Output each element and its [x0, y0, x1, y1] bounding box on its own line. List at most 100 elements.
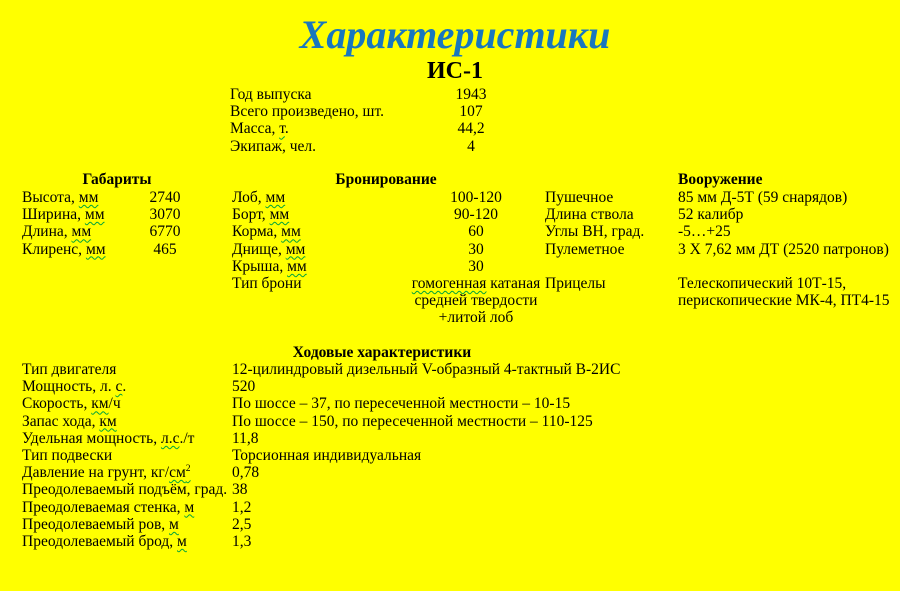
- spec-label: Высота, мм: [22, 189, 99, 206]
- spec-label: Клиренс, мм: [22, 240, 106, 258]
- spec-value: 30: [468, 257, 484, 275]
- spec-label: Корма, мм: [232, 223, 301, 241]
- page-subtitle: ИС-1: [427, 58, 483, 84]
- spec-row: Днище, мм 30: [232, 241, 590, 258]
- spec-value: 1,3: [232, 533, 252, 551]
- spec-value-line: +литой лоб: [438, 309, 514, 327]
- spec-row: Длина, мм 6770: [22, 223, 212, 240]
- squiggle-flagged-word: км: [91, 395, 109, 413]
- spec-value: 107: [459, 103, 483, 121]
- spec-label: Борт, мм: [232, 206, 290, 224]
- spec-label: Запас хода, км: [22, 412, 117, 430]
- spec-label: Тип двигателя: [22, 361, 117, 378]
- spec-value: гомогенная катаная средней твердости +лито…: [362, 275, 590, 327]
- spec-row: Высота, мм 2740: [22, 189, 212, 206]
- spec-value: 6770: [149, 223, 181, 241]
- squiggle-flagged-word: л.с: [160, 429, 180, 447]
- spec-value: перископические МК-4, ПТ4-15: [678, 292, 890, 310]
- dimensions-section: Высота, мм 2740 Ширина, мм 3070 Длина, мм 677…: [22, 189, 212, 258]
- spec-row: Длина ствола 52 калибр: [545, 206, 890, 223]
- spec-label: Скорость, км/ч: [22, 395, 121, 413]
- squiggle-flagged-word: мм: [71, 223, 92, 241]
- spec-value: 52 калибр: [678, 206, 744, 224]
- spec-label: Днище, мм: [232, 240, 306, 258]
- spec-label: Экипаж, чел.: [230, 137, 316, 155]
- squiggle-flagged-word: гомогенная: [411, 275, 487, 293]
- spec-label: Лоб, мм: [232, 189, 286, 206]
- spec-row: [545, 258, 890, 275]
- spec-value: 3070: [149, 206, 181, 224]
- spec-row: Лоб, мм 100-120: [232, 189, 590, 206]
- squiggle-flagged-word: т: [279, 120, 285, 138]
- spec-row: Крыша, мм 30: [232, 258, 590, 275]
- spec-label: Тип подвески: [22, 447, 113, 465]
- spec-row: Преодолеваемый брод, м 1,3: [22, 533, 878, 550]
- spec-value: 3 Х 7,62 мм ДТ (2520 патронов): [678, 240, 889, 258]
- armor-section: Лоб, мм 100-120 Борт, мм 90-120 Корма, мм 60 Д…: [232, 189, 590, 327]
- squiggle-flagged-word: мм: [85, 240, 106, 258]
- spec-value: 12-цилиндровый дизельный V-образный 4-та…: [232, 361, 621, 378]
- mobility-header: Ходовые характеристики: [292, 344, 472, 361]
- spec-label: Длина, мм: [22, 223, 92, 241]
- armament-section: Пушечное 85 мм Д-5Т (59 снарядов) Длина ст…: [545, 189, 890, 309]
- spec-row: Пулеметное 3 Х 7,62 мм ДТ (2520 патронов): [545, 241, 890, 258]
- spec-label: Крыша, мм: [232, 257, 307, 275]
- spec-label: Ширина, мм: [22, 206, 105, 224]
- spec-label: Пулеметное: [545, 240, 625, 258]
- squiggle-flagged-word: мм: [281, 223, 301, 241]
- spec-row: Тип двигателя 12-цилиндровый дизельный V-…: [22, 361, 878, 378]
- spec-value: 38: [232, 481, 248, 499]
- spec-row: Тип подвески Торсионная индивидуальная: [22, 447, 878, 464]
- squiggle-flagged-word: м: [169, 515, 179, 533]
- armament-header: Вооружение: [678, 171, 763, 188]
- spec-row: Клиренс, мм 465: [22, 241, 212, 258]
- spec-value: 0,78: [232, 464, 260, 482]
- spec-value: 2740: [149, 189, 181, 206]
- squiggle-flagged-word: м: [184, 498, 195, 516]
- spec-value: Торсионная индивидуальная: [232, 447, 422, 465]
- spec-value: 100-120: [450, 189, 502, 206]
- general-info-section: Год выпуска 1943 Всего произведено, шт. 107…: [230, 86, 531, 155]
- spec-row: Масса, т. 44,2: [230, 120, 531, 137]
- squiggle-flagged-word: мм: [285, 240, 306, 258]
- spec-row: Всего произведено, шт. 107: [230, 103, 531, 120]
- spec-value: -5…+25: [678, 223, 731, 241]
- squiggle-flagged-word: км: [99, 412, 117, 430]
- spec-label: Прицелы: [545, 275, 606, 292]
- spec-value: Телескопический 10Т-15,: [678, 275, 847, 292]
- spec-value-line: средней твердости: [414, 292, 538, 310]
- spec-row: Борт, мм 90-120: [232, 206, 590, 223]
- spec-label: Тип брони: [232, 275, 302, 293]
- spec-value: 11,8: [232, 429, 259, 447]
- spec-row: Прицелы Телескопический 10Т-15,: [545, 275, 890, 292]
- armor-header: Бронирование: [335, 171, 437, 188]
- squiggle-flagged-word: м: [177, 533, 187, 551]
- spec-row: Корма, мм 60: [232, 223, 590, 240]
- page-title: Характеристики: [299, 12, 611, 57]
- spec-row: Год выпуска 1943: [230, 86, 531, 103]
- spec-label: Удельная мощность, л.с./т: [22, 429, 195, 447]
- squiggle-flagged-word: мм: [265, 189, 286, 206]
- spec-label: Всего произведено, шт.: [230, 103, 384, 121]
- squiggle-flagged-word: с: [115, 378, 123, 396]
- spec-label: Мощность, л. с.: [22, 378, 127, 396]
- spec-row: Мощность, л. с. 520: [22, 378, 878, 395]
- spec-label: Масса, т.: [230, 120, 289, 138]
- spec-value: 90-120: [454, 206, 498, 224]
- spec-row: Ширина, мм 3070: [22, 206, 212, 223]
- spec-row: Скорость, км/ч По шоссе – 37, по пересече…: [22, 395, 878, 412]
- spec-label: Углы ВН, град.: [545, 223, 645, 241]
- spec-value: 44,2: [457, 120, 485, 138]
- spec-value: 1943: [455, 86, 487, 103]
- spec-value: 465: [153, 240, 177, 258]
- squiggle-flagged-word: мм: [84, 206, 105, 224]
- spec-row: Экипаж, чел. 4: [230, 138, 531, 155]
- spec-label: Преодолеваемый подъём, град.: [22, 481, 228, 499]
- spec-row: Преодолеваемый подъём, град. 38: [22, 481, 878, 498]
- squiggle-flagged-word: мм: [287, 257, 307, 275]
- spec-value: 1,2: [232, 498, 252, 516]
- spec-row: Преодолеваемая стенка, м 1,2: [22, 499, 878, 516]
- spec-row: Давление на грунт, кг/см2 0,78: [22, 464, 878, 481]
- spec-row: перископические МК-4, ПТ4-15: [545, 292, 890, 309]
